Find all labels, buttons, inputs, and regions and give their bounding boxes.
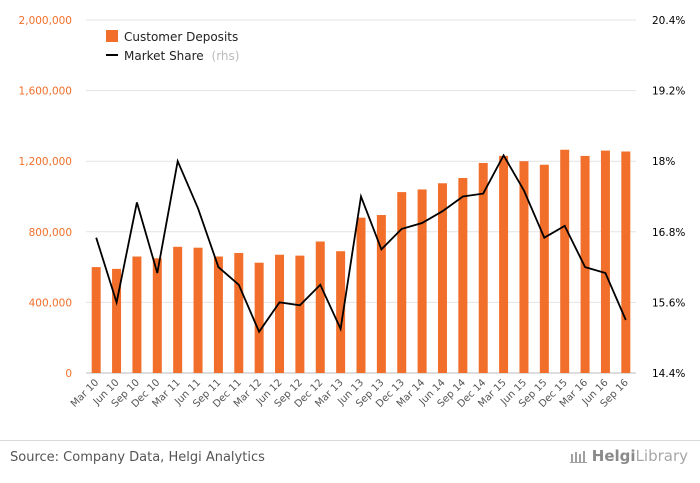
right-tick-label: 19.2% bbox=[652, 86, 685, 98]
deposit-bar bbox=[600, 150, 610, 373]
left-tick-label: 1,600,000 bbox=[19, 86, 72, 98]
brand-name-part2: Library bbox=[635, 447, 688, 465]
deposit-bar bbox=[315, 241, 325, 373]
deposit-bar bbox=[458, 177, 468, 373]
deposit-bar bbox=[213, 256, 223, 373]
left-tick-label: 800,000 bbox=[29, 227, 72, 239]
market-share-line bbox=[95, 153, 627, 334]
deposit-bar bbox=[234, 252, 244, 373]
left-tick-label: 0 bbox=[65, 368, 72, 380]
right-tick-label: 16.8% bbox=[652, 227, 685, 239]
deposit-bar bbox=[437, 183, 447, 373]
deposit-bar bbox=[539, 164, 549, 373]
deposit-bar bbox=[152, 258, 162, 373]
left-tick-label: 2,000,000 bbox=[19, 15, 72, 27]
deposit-bar bbox=[621, 151, 631, 373]
left-tick-label: 1,200,000 bbox=[19, 156, 72, 168]
deposit-bar bbox=[417, 189, 427, 373]
deposit-bar bbox=[499, 155, 509, 373]
deposit-bar bbox=[193, 247, 203, 373]
legend-label-market-share: Market Share (rhs) bbox=[124, 49, 239, 63]
deposit-bar bbox=[295, 255, 305, 373]
deposit-bar bbox=[91, 267, 101, 373]
legend: Customer Deposits Market Share (rhs) bbox=[106, 30, 239, 63]
legend-market-share-suffix: (rhs) bbox=[212, 49, 240, 63]
deposit-bar bbox=[275, 254, 285, 373]
left-tick-label: 400,000 bbox=[29, 297, 72, 309]
legend-label-customer-deposits: Customer Deposits bbox=[124, 30, 238, 44]
deposit-bar bbox=[356, 217, 366, 373]
source-note: Source: Company Data, Helgi Analytics bbox=[10, 450, 265, 465]
deposit-bar bbox=[132, 256, 142, 373]
brand-logo: Helgi Library bbox=[569, 447, 688, 465]
right-tick-label: 15.6% bbox=[652, 297, 685, 309]
market-share-polyline bbox=[95, 153, 627, 334]
deposit-bar bbox=[112, 268, 122, 373]
deposit-bar bbox=[580, 155, 590, 373]
deposit-bar bbox=[478, 162, 488, 373]
legend-swatch-customer-deposits bbox=[106, 30, 118, 42]
combo-chart: 0 400,000 800,000 1,200,000 1,600,000 2,000,0… bbox=[19, 15, 686, 410]
deposit-bar bbox=[173, 246, 183, 373]
right-tick-label: 20.4% bbox=[652, 15, 685, 27]
deposit-bar bbox=[560, 149, 570, 373]
library-logo-icon bbox=[569, 451, 587, 463]
customer-deposits-bars bbox=[91, 149, 631, 373]
right-tick-label: 14.4% bbox=[652, 368, 685, 380]
deposit-bar bbox=[336, 251, 346, 373]
deposit-bar bbox=[397, 192, 407, 373]
legend-market-share-name: Market Share bbox=[124, 49, 204, 63]
right-tick-label: 18% bbox=[652, 156, 675, 168]
left-axis-tick-labels: 0 400,000 800,000 1,200,000 1,600,000 2,000,0… bbox=[19, 15, 72, 380]
deposit-bar bbox=[519, 161, 529, 373]
brand-name-part1: Helgi bbox=[591, 447, 636, 465]
right-axis-tick-labels: 14.4% 15.6% 16.8% 18% 19.2% 20.4% bbox=[652, 15, 685, 380]
deposit-bar bbox=[376, 215, 386, 373]
deposit-bar bbox=[254, 262, 264, 373]
footer-divider bbox=[0, 440, 700, 441]
